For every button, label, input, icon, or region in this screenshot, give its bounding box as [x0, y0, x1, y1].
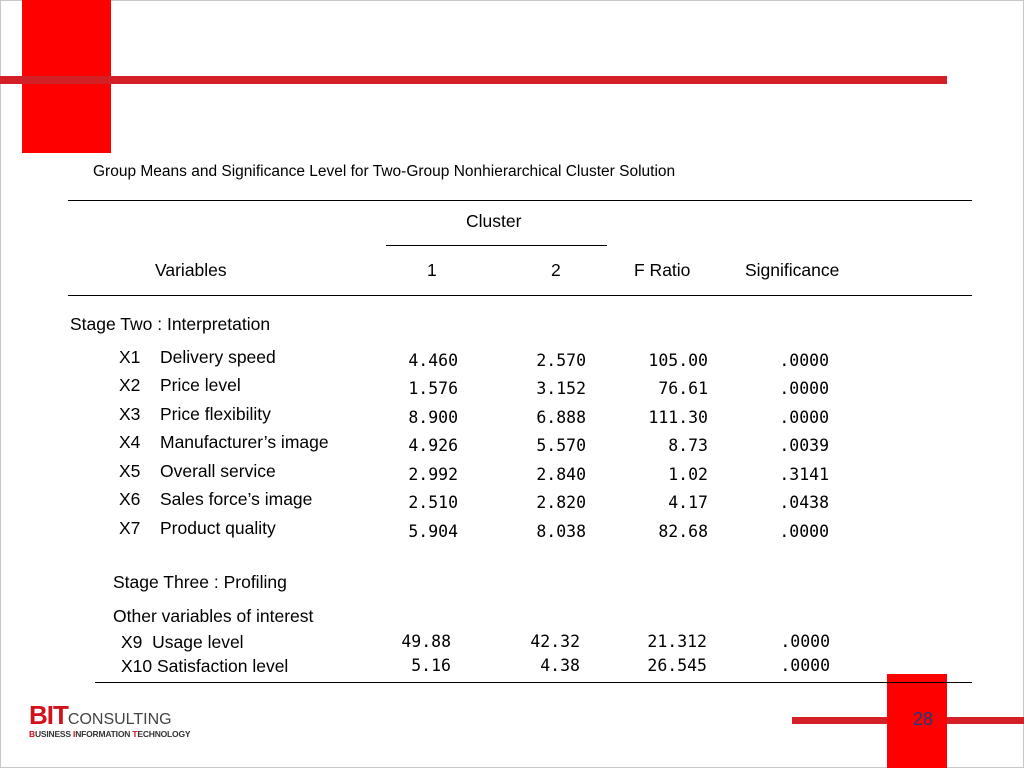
- logo-tagline-i: I: [73, 729, 76, 739]
- cluster-1-value: 4.460: [408, 351, 458, 370]
- variable-code: X7: [119, 518, 141, 538]
- cluster-1-value: 49.88: [401, 632, 451, 651]
- significance-value: .0438: [779, 493, 829, 512]
- cluster-2-value: 6.888: [536, 408, 586, 427]
- cluster-2-value: 2.820: [536, 493, 586, 512]
- logo-tagline-nformation: NFORMATION: [75, 729, 133, 739]
- variable-name: Product quality: [160, 518, 276, 538]
- cluster-1-value: 5.16: [411, 656, 451, 675]
- bit-consulting-logo: BITCONSULTING BUSINESS INFORMATION TECHN…: [29, 702, 191, 739]
- cluster-2-value: 2.570: [536, 351, 586, 370]
- cluster-1-value: 4.926: [408, 436, 458, 455]
- logo-tagline-b: B: [29, 729, 35, 739]
- logo-tagline-echnology: ECHNOLOGY: [137, 729, 191, 739]
- stage-two-label: Stage Two : Interpretation: [70, 314, 271, 334]
- significance-value: .0039: [779, 436, 829, 455]
- logo-tagline: BUSINESS INFORMATION TECHNOLOGY: [29, 729, 191, 739]
- significance-value: .0000: [779, 351, 829, 370]
- variable-code: X6: [119, 489, 141, 509]
- f-ratio-value: 26.545: [647, 656, 707, 675]
- variable-code: X5: [119, 461, 141, 481]
- variables-header: Variables: [155, 260, 227, 280]
- f-ratio-value: 21.312: [647, 632, 707, 651]
- variable-name: X10 Satisfaction level: [121, 656, 289, 676]
- variable-name: Delivery speed: [160, 347, 276, 367]
- logo-consulting: CONSULTING: [67, 711, 172, 728]
- variable-code: X1: [119, 347, 141, 367]
- variable-name: Manufacturer’s image: [160, 432, 329, 452]
- f-ratio-value: 111.30: [648, 408, 708, 427]
- cluster-2-value: 42.32: [530, 632, 580, 651]
- other-variables-label: Other variables of interest: [113, 606, 314, 626]
- f-ratio-value: 8.73: [668, 436, 708, 455]
- significance-header: Significance: [745, 260, 840, 280]
- cluster-1-value: 1.576: [408, 379, 458, 398]
- significance-value: .0000: [779, 379, 829, 398]
- variable-name: X9 Usage level: [121, 632, 244, 652]
- table-bottom-rule: [95, 682, 972, 683]
- cluster-1-header: 1: [427, 260, 437, 280]
- f-ratio-value: 1.02: [668, 465, 708, 484]
- variable-code: X3: [119, 404, 141, 424]
- cluster-1-value: 2.510: [408, 493, 458, 512]
- significance-value: .0000: [780, 632, 830, 651]
- variable-name: Price level: [160, 375, 241, 395]
- f-ratio-value: 4.17: [668, 493, 708, 512]
- stage-three-label: Stage Three : Profiling: [113, 572, 287, 592]
- cluster-1-value: 8.900: [408, 408, 458, 427]
- cluster-1-value: 2.992: [408, 465, 458, 484]
- cluster-header-rule: [386, 245, 607, 246]
- logo-tagline-usiness: USINESS: [34, 729, 74, 739]
- cluster-2-value: 8.038: [536, 522, 586, 541]
- variable-name: Overall service: [160, 461, 276, 481]
- page-number-box: [887, 674, 947, 768]
- logo-wordmark: BITCONSULTING: [29, 702, 190, 728]
- f-ratio-value: 76.61: [658, 379, 708, 398]
- f-ratio-value: 82.68: [658, 522, 708, 541]
- table-top-rule: [68, 200, 972, 201]
- header-bottom-rule: [68, 295, 972, 296]
- cluster-2-header: 2: [551, 260, 561, 280]
- page-number: 28: [913, 709, 934, 729]
- significance-value: .0000: [779, 408, 829, 427]
- variable-code: X2: [119, 375, 141, 395]
- variable-name: Price flexibility: [160, 404, 271, 424]
- cluster-2-value: 2.840: [536, 465, 586, 484]
- cluster-2-value: 5.570: [536, 436, 586, 455]
- significance-value: .3141: [779, 465, 829, 484]
- cluster-header: Cluster: [466, 211, 522, 231]
- logo-bit: BIT: [29, 700, 69, 730]
- cluster-2-value: 3.152: [536, 379, 586, 398]
- logo-tagline-t: T: [132, 729, 138, 739]
- significance-value: .0000: [780, 656, 830, 675]
- f-ratio-header: F Ratio: [634, 260, 691, 280]
- variable-name: Sales force’s image: [160, 489, 313, 509]
- red-header-bar: [0, 76, 947, 84]
- cluster-2-value: 4.38: [540, 656, 580, 675]
- cluster-1-value: 5.904: [408, 522, 458, 541]
- significance-value: .0000: [779, 522, 829, 541]
- table-title: Group Means and Significance Level for T…: [93, 163, 676, 180]
- f-ratio-value: 105.00: [648, 351, 708, 370]
- variable-code: X4: [119, 432, 141, 452]
